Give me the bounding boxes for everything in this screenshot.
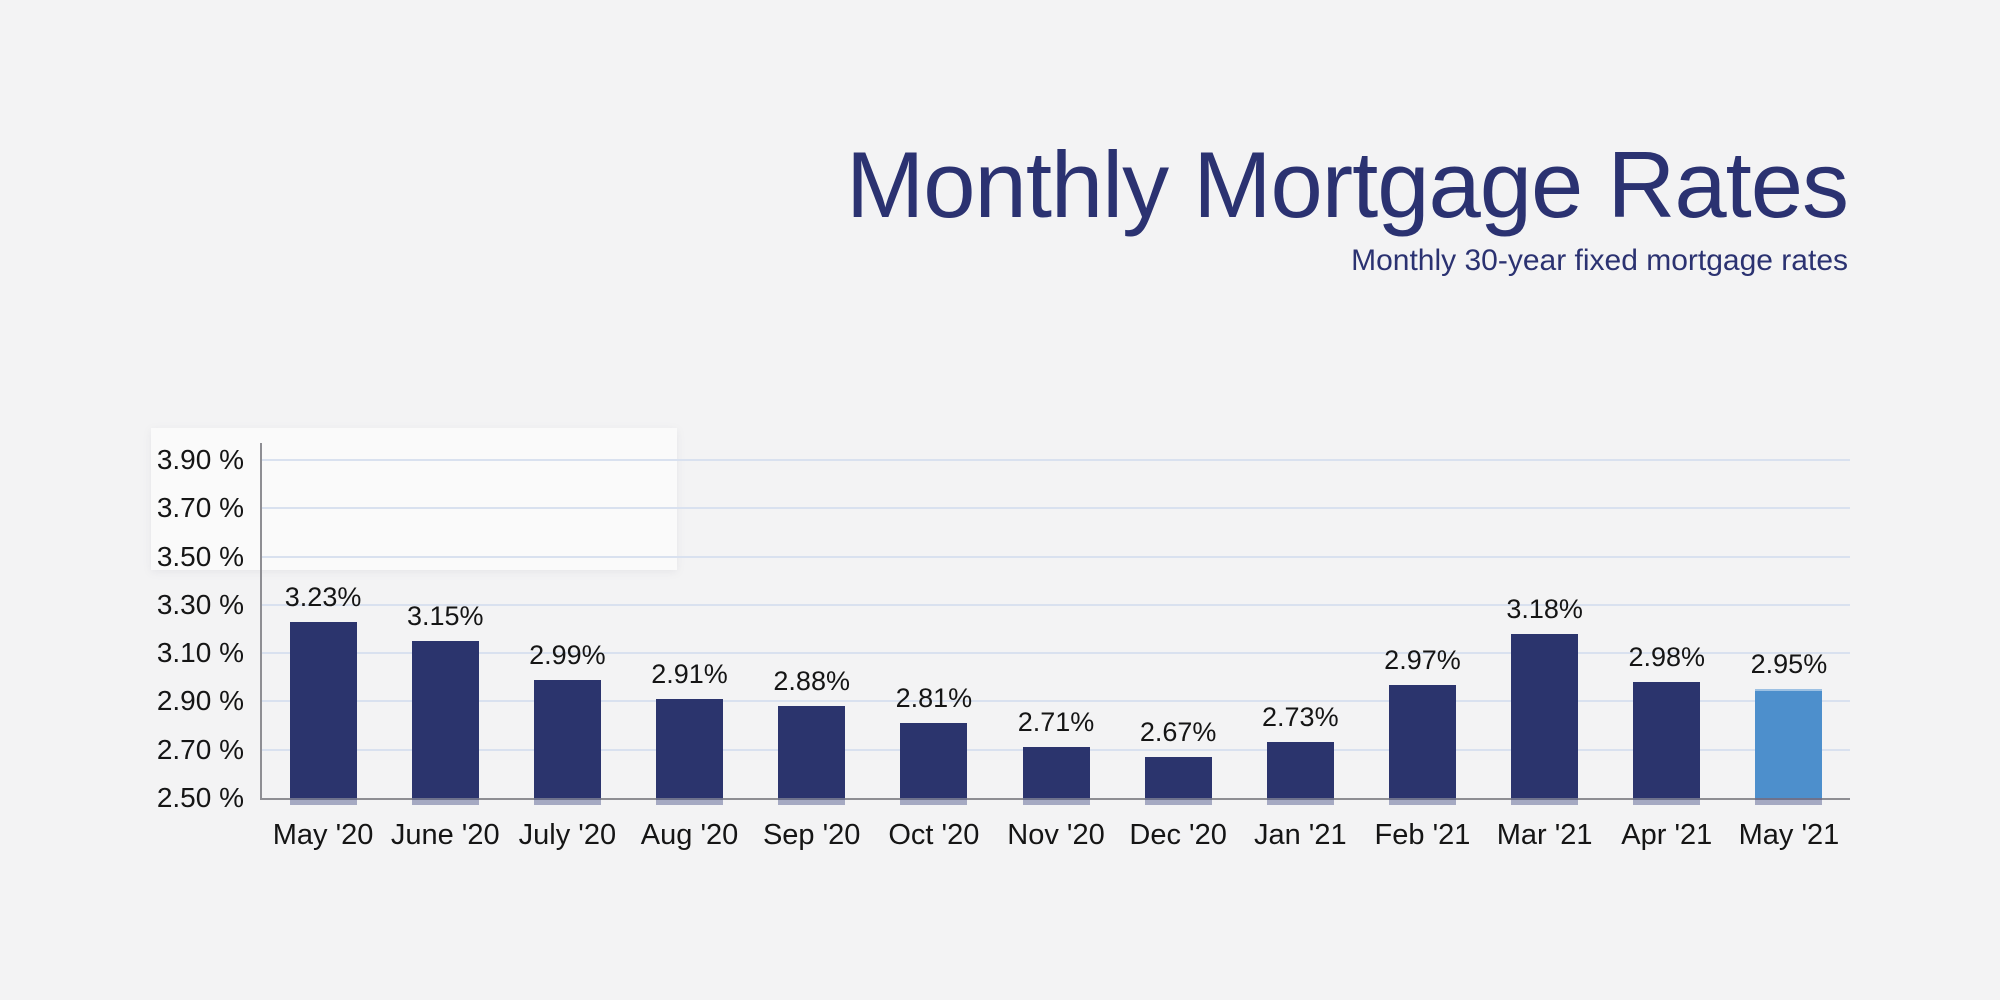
gridline (262, 507, 1850, 510)
gridline (262, 459, 1850, 461)
bar (900, 723, 968, 805)
y-tick-label: 3.10 % (156, 637, 244, 669)
bar (289, 621, 357, 806)
bar (656, 699, 724, 805)
bar (1022, 747, 1090, 805)
y-tick-label: 2.70 % (156, 733, 244, 765)
bar (1266, 742, 1334, 805)
x-tick-label: May '20 (272, 819, 374, 851)
bar-value-label: 2.67% (1139, 716, 1217, 747)
y-tick-label: 3.70 % (156, 492, 244, 524)
bar-value-label: 2.95% (1750, 649, 1828, 680)
gridline (262, 555, 1850, 558)
y-tick-label: 3.50 % (156, 540, 244, 572)
bar-value-label: 2.81% (895, 683, 973, 714)
bar-value-label: 2.71% (1017, 707, 1095, 738)
highlight-panel (151, 428, 677, 570)
y-tick-label: 3.90 % (156, 444, 244, 475)
x-tick-label: Sep '20 (762, 819, 861, 851)
y-axis-line (260, 443, 262, 800)
bar-value-label: 2.91% (651, 659, 728, 689)
x-tick-label: July '20 (518, 819, 617, 851)
bar-value-label: 2.99% (529, 639, 606, 670)
y-tick-label: 3.30 % (156, 588, 244, 620)
bar-value-label: 3.23% (284, 581, 362, 612)
x-tick-label: Aug '20 (640, 819, 739, 851)
bar-value-label: 2.97% (1384, 644, 1461, 675)
x-tick-label: Jan '21 (1253, 819, 1347, 851)
x-tick-label: Dec '20 (1129, 819, 1227, 851)
x-tick-label: Oct '20 (888, 819, 980, 851)
gridline (262, 700, 1850, 703)
x-tick-label: June '20 (390, 819, 500, 851)
x-tick-label: Mar '21 (1496, 819, 1593, 851)
x-axis-line (260, 798, 1850, 800)
bar (1511, 633, 1579, 806)
y-tick-label: 2.50 % (156, 782, 244, 813)
bar-value-label: 2.98% (1628, 642, 1706, 673)
bar (1755, 689, 1823, 805)
x-tick-label: Apr '21 (1621, 819, 1713, 851)
bar (1388, 684, 1456, 806)
gridline (262, 603, 1850, 606)
bar-value-label: 3.18% (1506, 593, 1583, 624)
bar (778, 706, 846, 805)
chart-subtitle: Monthly 30-year fixed mortgage rates (1351, 244, 1848, 277)
gridline (262, 652, 1850, 655)
x-tick-label: May '21 (1738, 819, 1840, 851)
bar (1633, 682, 1701, 805)
bar-value-label: 2.73% (1262, 702, 1339, 733)
x-tick-label: Feb '21 (1374, 819, 1471, 851)
bar (533, 679, 601, 806)
y-tick-label: 2.90 % (156, 685, 244, 717)
chart-title: Monthly Mortgage Rates (845, 132, 1849, 237)
bar (1144, 756, 1212, 806)
bar (411, 641, 479, 805)
bar-value-label: 3.15% (406, 601, 484, 632)
bar-value-label: 2.88% (773, 666, 850, 697)
x-tick-label: Nov '20 (1007, 819, 1105, 851)
chart-header: Monthly Mortgage Rates Monthly 30-year f… (845, 132, 1849, 278)
